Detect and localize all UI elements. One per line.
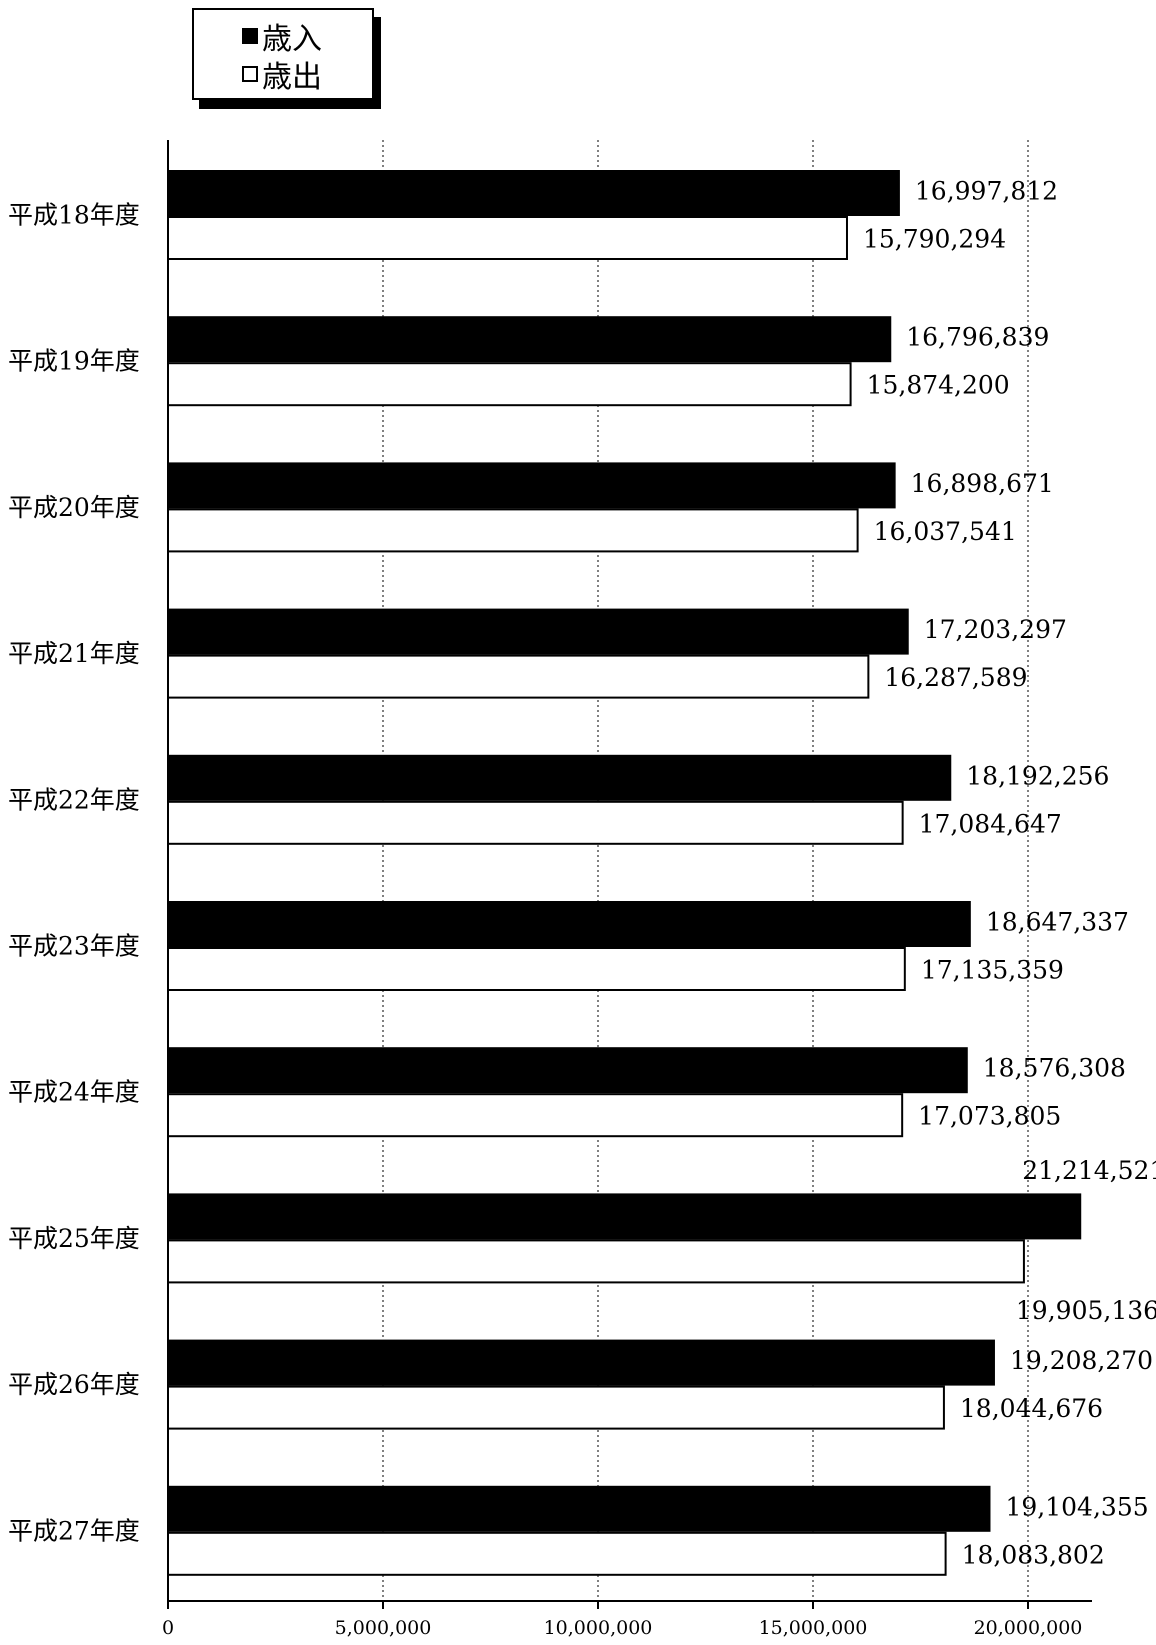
data-label-expenditure-0: 15,790,294 <box>863 225 1006 254</box>
bar-expenditure-6 <box>167 1093 904 1138</box>
bar-revenue-4 <box>167 754 952 801</box>
data-label-revenue-2: 16,898,671 <box>911 469 1054 498</box>
category-label-6: 平成24年度 <box>8 1078 140 1107</box>
category-label-3: 平成21年度 <box>8 639 140 668</box>
bar-revenue-1 <box>167 316 892 363</box>
category-label-5: 平成23年度 <box>8 932 140 961</box>
bar-expenditure-2 <box>167 508 859 553</box>
data-label-revenue-3: 17,203,297 <box>924 615 1067 644</box>
bar-expenditure-7 <box>167 1239 1025 1284</box>
data-label-expenditure-8: 18,044,676 <box>960 1394 1103 1423</box>
category-label-4: 平成22年度 <box>8 785 140 814</box>
data-label-revenue-4: 18,192,256 <box>966 761 1109 790</box>
x-tick-label-4: 20,000,000 <box>974 1617 1083 1639</box>
bar-revenue-0 <box>167 170 900 216</box>
data-label-expenditure-3: 16,287,589 <box>884 663 1027 692</box>
bar-expenditure-5 <box>167 947 906 991</box>
data-label-expenditure-4: 17,084,647 <box>919 809 1062 838</box>
x-tick-label-2: 10,000,000 <box>544 1617 653 1639</box>
category-label-1: 平成19年度 <box>8 347 140 376</box>
data-label-revenue-6: 18,576,308 <box>983 1054 1126 1083</box>
data-label-revenue-8: 19,208,270 <box>1010 1346 1153 1375</box>
data-label-expenditure-2: 16,037,541 <box>874 517 1017 546</box>
x-tick-label-0: 0 <box>162 1617 174 1639</box>
x-tick-label-3: 15,000,000 <box>759 1617 868 1639</box>
x-tick-label-1: 5,000,000 <box>335 1617 432 1639</box>
data-label-revenue-1: 16,796,839 <box>906 323 1049 352</box>
data-label-revenue-7: 21,214,521 <box>1022 1156 1156 1185</box>
legend-swatch-expenditure <box>242 66 258 82</box>
data-label-expenditure-5: 17,135,359 <box>921 956 1064 985</box>
data-label-revenue-5: 18,647,337 <box>986 908 1129 937</box>
legend: 歳入 歳出 <box>192 8 374 100</box>
legend-swatch-revenue <box>242 28 258 44</box>
bar-revenue-8 <box>167 1339 995 1386</box>
bar-expenditure-8 <box>167 1385 945 1430</box>
bar-expenditure-0 <box>167 216 848 260</box>
bar-revenue-7 <box>167 1193 1082 1240</box>
data-label-expenditure-6: 17,073,805 <box>918 1102 1061 1131</box>
bar-expenditure-1 <box>167 362 852 407</box>
bar-revenue-6 <box>167 1047 968 1094</box>
data-label-expenditure-1: 15,874,200 <box>867 371 1010 400</box>
bar-expenditure-9 <box>167 1531 947 1576</box>
legend-label-expenditure: 歳出 <box>262 60 322 95</box>
legend-item-expenditure: 歳出 <box>242 56 322 95</box>
bar-revenue-2 <box>167 462 896 509</box>
legend-item-revenue: 歳入 <box>242 18 322 57</box>
data-label-revenue-0: 16,997,812 <box>915 177 1058 206</box>
data-label-expenditure-9: 18,083,802 <box>962 1540 1105 1569</box>
legend-label-revenue: 歳入 <box>262 22 322 57</box>
bar-expenditure-4 <box>167 800 904 845</box>
category-label-0: 平成18年度 <box>8 201 140 230</box>
category-label-7: 平成25年度 <box>8 1224 140 1253</box>
category-label-8: 平成26年度 <box>8 1370 140 1399</box>
category-label-9: 平成27年度 <box>8 1516 140 1545</box>
bar-revenue-5 <box>167 901 971 947</box>
data-label-expenditure-7: 19,905,136 <box>1016 1296 1156 1325</box>
bar-expenditure-3 <box>167 654 870 699</box>
category-label-2: 平成20年度 <box>8 493 140 522</box>
bar-revenue-3 <box>167 608 909 655</box>
data-label-revenue-9: 19,104,355 <box>1005 1492 1148 1521</box>
bar-revenue-9 <box>167 1485 991 1532</box>
